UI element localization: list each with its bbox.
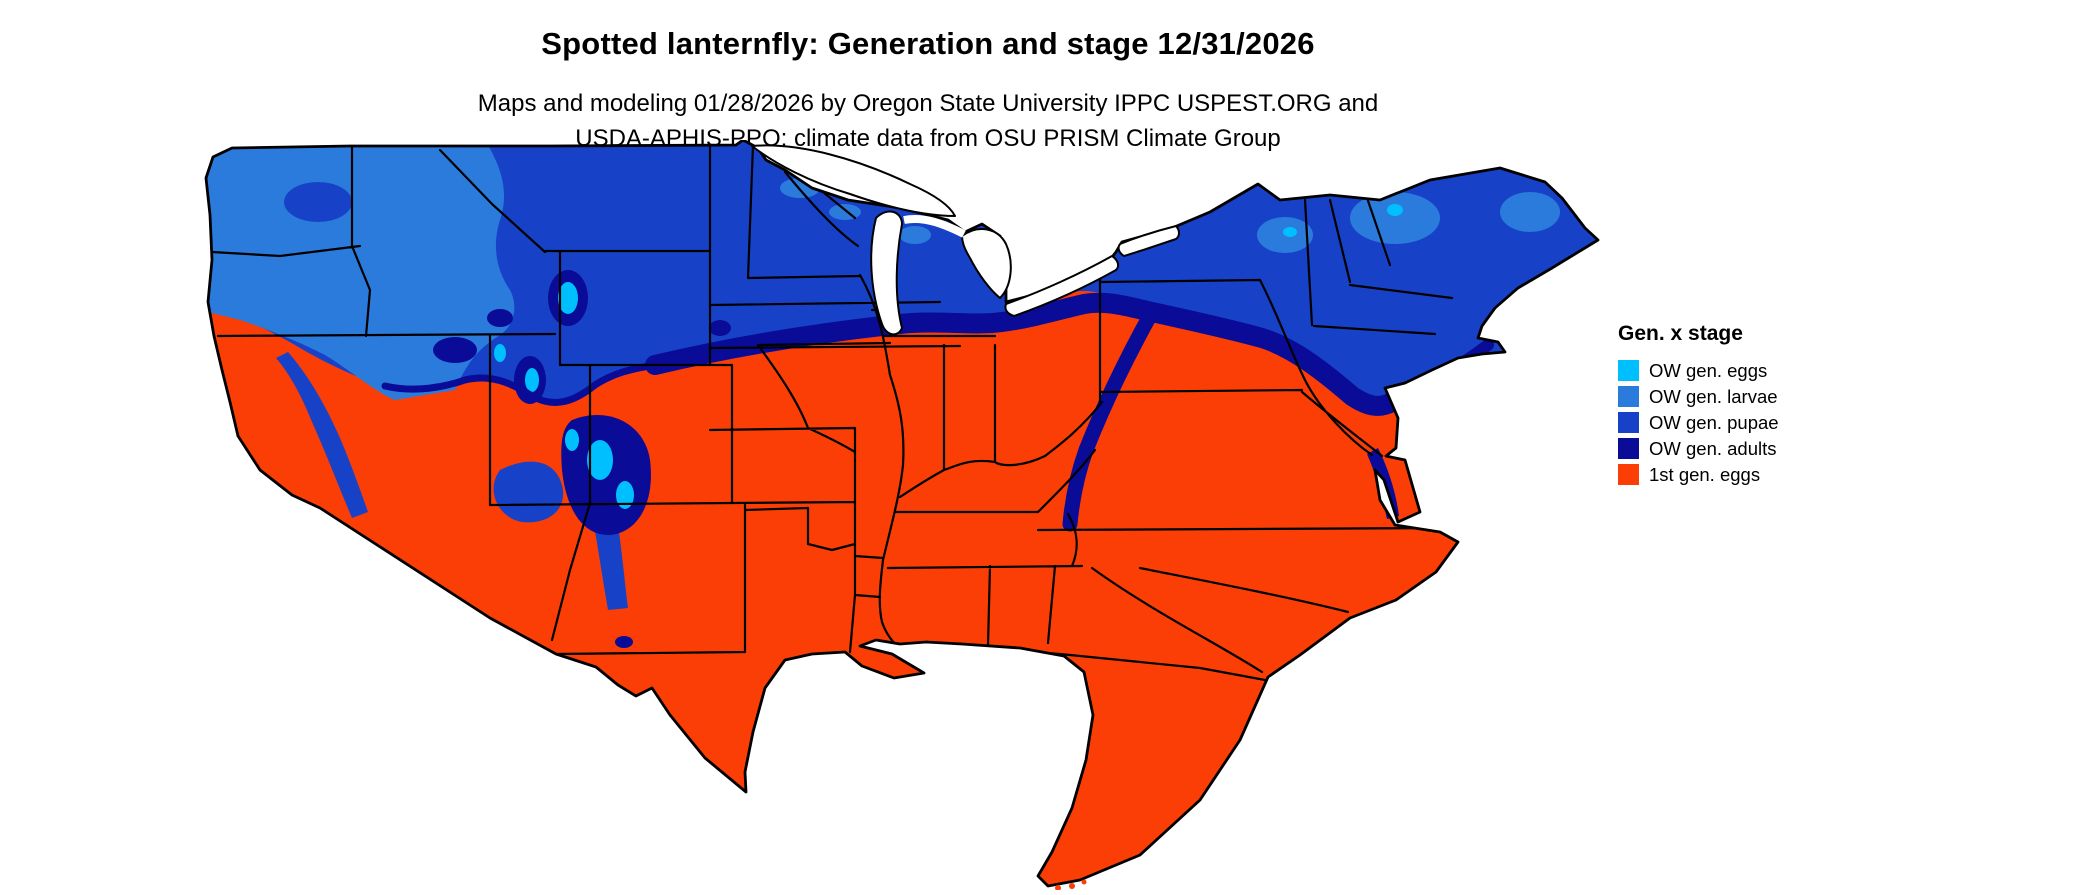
map-patch-black-hills-adults [709, 320, 731, 336]
legend-swatch-ow-pupae [1618, 412, 1639, 433]
us-map [200, 138, 1600, 891]
page-title: Spotted lanternfly: Generation and stage… [541, 26, 1315, 61]
map-patch-north-maine-larvae [1500, 192, 1560, 232]
legend-label: OW gen. larvae [1649, 385, 1778, 407]
map-patch-wisconsin-larvae [829, 204, 861, 220]
map-region-great-basin-edge-adults [381, 361, 659, 406]
legend-item: OW gen. pupae [1618, 412, 1779, 433]
state-boundaries [210, 143, 1454, 682]
map-region-north-pupae [206, 140, 1598, 407]
map-region-southwest-orange [206, 322, 563, 654]
legend: Gen. x stage OW gen. eggs OW gen. larvae… [1618, 322, 1779, 490]
florida-keys [1055, 879, 1087, 891]
legend-swatch-gen1-eggs [1618, 464, 1639, 485]
legend-item: OW gen. adults [1618, 438, 1779, 459]
legend-swatch-ow-eggs [1618, 360, 1639, 381]
lake-erie [1004, 255, 1120, 317]
lake-michigan [870, 210, 903, 336]
legend-item: 1st gen. eggs [1618, 464, 1779, 485]
legend-swatch-ow-larvae [1618, 386, 1639, 407]
great-lakes [751, 144, 1180, 336]
map-region-sierra-nevada [276, 352, 368, 518]
lake-superior [751, 144, 956, 217]
map-patch-new-england-larvae [1350, 192, 1440, 244]
legend-title: Gen. x stage [1618, 322, 1743, 345]
mackinac-strait [903, 215, 966, 238]
legend-swatch-ow-adults [1618, 438, 1639, 459]
map-patch-north-michigan-larvae [899, 226, 931, 244]
map-patch-east-washington [284, 182, 352, 222]
lake-ontario [1117, 225, 1180, 257]
map-region-transition-band-adults [645, 292, 1402, 416]
map-patch-idaho-adults [487, 309, 513, 327]
map-patch-west-texas-adults [615, 636, 633, 648]
legend-label: OW gen. eggs [1649, 359, 1768, 381]
map-region-high-rockies-eggs [494, 204, 1403, 509]
map-region-appalachian-finger-adults [1062, 304, 1160, 532]
legend-label: OW gen. adults [1649, 437, 1777, 459]
legend-label: 1st gen. eggs [1649, 463, 1761, 485]
legend-label: OW gen. pupae [1649, 411, 1779, 433]
lake-huron [961, 228, 1012, 299]
map-region-mogollon-rim [493, 461, 564, 523]
subtitle-line-1: Maps and modeling 01/28/2026 by Oregon S… [477, 90, 1379, 117]
map-patch-nevada-adults [433, 337, 477, 363]
us-map-svg [204, 138, 1600, 891]
header: Spotted lanternfly: Generation and stage… [0, 0, 1856, 156]
legend-item: OW gen. eggs [1618, 360, 1779, 381]
legend-item: OW gen. larvae [1618, 386, 1779, 407]
page-subtitle: Maps and modeling 01/28/2026 by Oregon S… [0, 86, 1856, 156]
